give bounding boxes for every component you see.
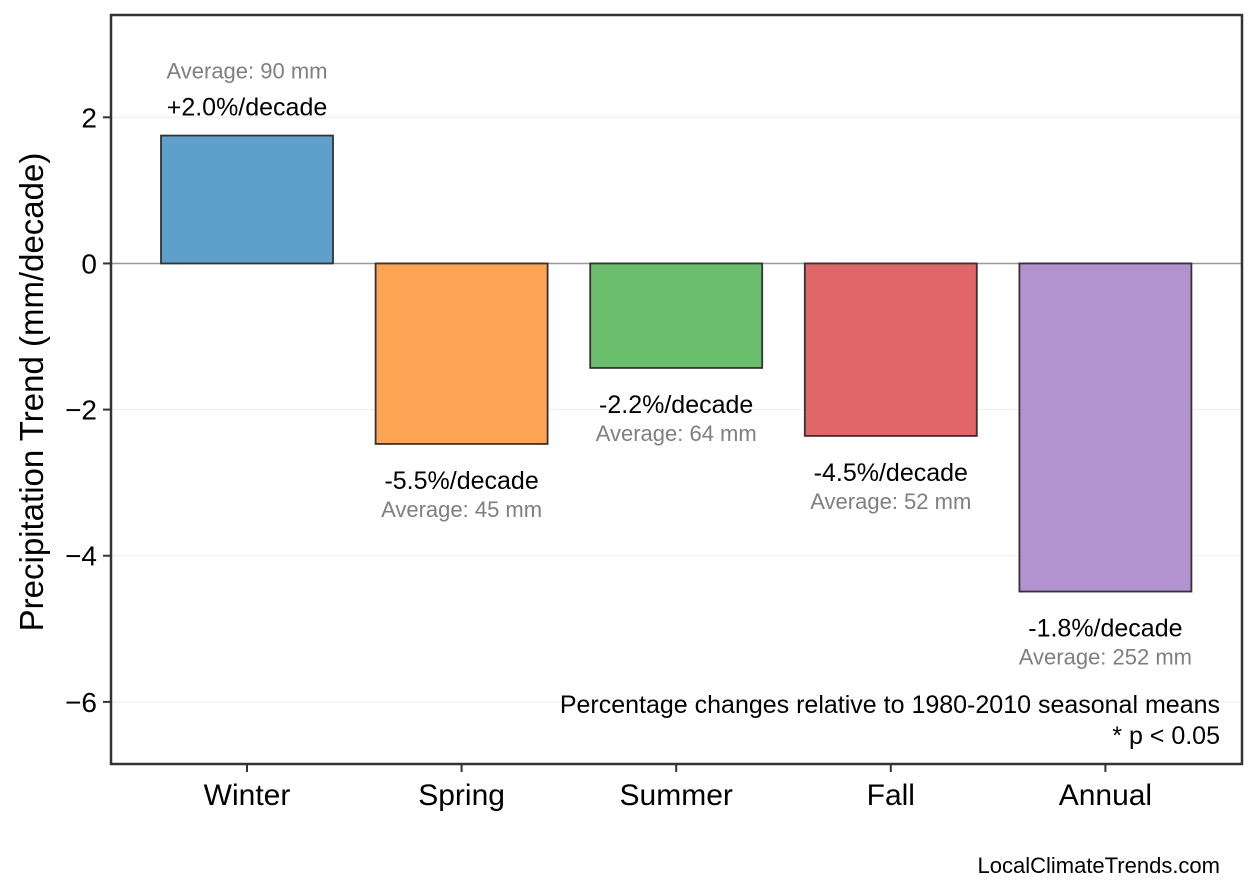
average-label: Average: 45 mm [381, 497, 542, 522]
percent-change-label: -2.2%/decade [599, 391, 753, 419]
bar-fall [803, 262, 978, 437]
bar-spring [374, 262, 549, 445]
bar-annual [1018, 262, 1193, 593]
average-label: Average: 90 mm [166, 59, 327, 84]
x-tick-label: Spring [418, 779, 505, 812]
x-tick-label: Annual [1059, 779, 1152, 812]
percent-change-label: -4.5%/decade [814, 459, 968, 487]
annotation-percentage-note: Percentage changes relative to 1980-2010… [560, 691, 1220, 719]
x-tick-label: Fall [867, 779, 915, 812]
y-tick-label: 0 [81, 248, 97, 279]
percent-change-label: +2.0%/decade [167, 94, 328, 122]
x-tick-label: Summer [620, 779, 733, 812]
percent-change-label: -5.5%/decade [384, 467, 538, 495]
y-tick-label: −6 [65, 687, 97, 718]
y-tick-label: −4 [65, 541, 97, 572]
bar-winter [160, 134, 334, 265]
bar-summer [589, 262, 764, 369]
y-axis-label: Precipitation Trend (mm/decade) [13, 153, 50, 632]
source-credit: LocalClimateTrends.com [978, 853, 1221, 878]
annotation-significance-note: * p < 0.05 [1112, 722, 1220, 750]
y-axis: 2 0 −2 −4 −6 [65, 102, 111, 718]
y-tick-label: −2 [65, 395, 97, 426]
average-label: Average: 252 mm [1019, 645, 1192, 670]
bars [160, 134, 1193, 593]
x-tick-label: Winter [204, 779, 291, 812]
average-label: Average: 64 mm [596, 421, 757, 446]
y-tick-label: 2 [81, 102, 97, 133]
average-label: Average: 52 mm [810, 489, 971, 514]
x-axis: Winter Spring Summer Fall Annual [204, 764, 1152, 812]
percent-change-label: -1.8%/decade [1028, 615, 1182, 643]
